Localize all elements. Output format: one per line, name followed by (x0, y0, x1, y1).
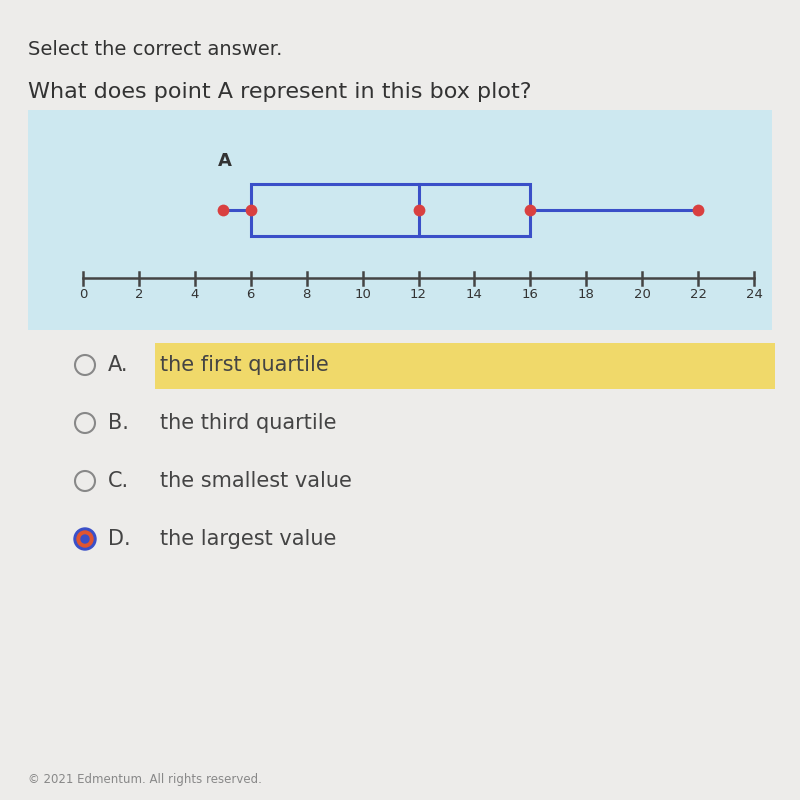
Text: B.: B. (108, 413, 129, 433)
Text: 6: 6 (246, 288, 255, 301)
Circle shape (77, 531, 93, 547)
Text: 14: 14 (466, 288, 483, 301)
Text: 20: 20 (634, 288, 650, 301)
Text: 18: 18 (578, 288, 594, 301)
Text: 16: 16 (522, 288, 538, 301)
Text: © 2021 Edmentum. All rights reserved.: © 2021 Edmentum. All rights reserved. (28, 773, 262, 786)
Text: C.: C. (108, 471, 129, 491)
Text: 12: 12 (410, 288, 427, 301)
Circle shape (74, 528, 96, 550)
Bar (28, 110, 772, 330)
Point (412, 203, 425, 216)
Text: D.: D. (108, 529, 130, 549)
Text: 22: 22 (690, 288, 706, 301)
Text: 10: 10 (354, 288, 371, 301)
Text: the smallest value: the smallest value (160, 471, 352, 491)
Text: What does point A represent in this box plot?: What does point A represent in this box … (28, 82, 531, 102)
Point (244, 203, 257, 216)
Point (692, 203, 705, 216)
Text: 24: 24 (746, 288, 762, 301)
Text: the third quartile: the third quartile (160, 413, 337, 433)
Text: A.: A. (108, 355, 129, 375)
Text: Select the correct answer.: Select the correct answer. (28, 40, 282, 59)
Text: the largest value: the largest value (160, 529, 336, 549)
Text: 0: 0 (79, 288, 87, 301)
Point (524, 203, 537, 216)
Text: A: A (218, 152, 232, 170)
Point (216, 203, 229, 216)
Text: 8: 8 (302, 288, 311, 301)
Circle shape (81, 535, 89, 543)
Bar (155, 343, 775, 389)
Text: 4: 4 (190, 288, 199, 301)
Bar (250, 184, 530, 236)
Text: the first quartile: the first quartile (160, 355, 329, 375)
Text: 2: 2 (134, 288, 143, 301)
